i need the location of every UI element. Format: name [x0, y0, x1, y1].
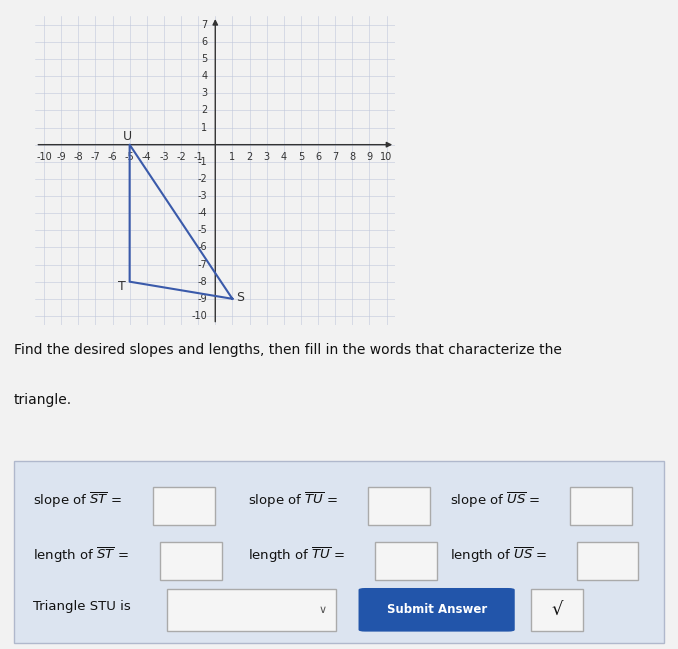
Text: 3: 3 [264, 153, 270, 162]
Text: -10: -10 [192, 311, 207, 321]
Text: length of $\overline{ST}$ =: length of $\overline{ST}$ = [33, 546, 129, 565]
Text: length of $\overline{TU}$ =: length of $\overline{TU}$ = [248, 546, 345, 565]
Text: length of $\overline{US}$ =: length of $\overline{US}$ = [450, 546, 547, 565]
Text: Submit Answer: Submit Answer [386, 604, 487, 617]
FancyBboxPatch shape [160, 542, 222, 580]
Text: 2: 2 [246, 153, 253, 162]
Text: -2: -2 [176, 153, 186, 162]
FancyBboxPatch shape [14, 461, 664, 643]
Text: -3: -3 [159, 153, 169, 162]
Text: -6: -6 [108, 153, 117, 162]
Text: -4: -4 [142, 153, 152, 162]
Text: -9: -9 [56, 153, 66, 162]
Text: S: S [236, 291, 244, 304]
FancyBboxPatch shape [531, 589, 583, 631]
FancyBboxPatch shape [153, 487, 216, 525]
Text: ∨: ∨ [319, 605, 327, 615]
Text: -2: -2 [198, 174, 207, 184]
Text: -9: -9 [198, 294, 207, 304]
FancyBboxPatch shape [359, 588, 515, 631]
Text: -6: -6 [198, 243, 207, 252]
Text: 6: 6 [201, 37, 207, 47]
Text: -1: -1 [198, 157, 207, 167]
Text: triangle.: triangle. [14, 393, 72, 407]
Text: U: U [123, 130, 132, 143]
Text: 1: 1 [201, 123, 207, 132]
Text: T: T [118, 280, 125, 293]
Text: -7: -7 [90, 153, 100, 162]
Text: 4: 4 [201, 71, 207, 81]
Text: -5: -5 [125, 153, 134, 162]
Text: 9: 9 [366, 153, 372, 162]
Text: Triangle STU is: Triangle STU is [33, 600, 131, 613]
Text: 3: 3 [201, 88, 207, 98]
FancyBboxPatch shape [576, 542, 639, 580]
Text: 7: 7 [332, 153, 338, 162]
Text: -4: -4 [198, 208, 207, 218]
Text: 1: 1 [229, 153, 235, 162]
Text: slope of $\overline{US}$ =: slope of $\overline{US}$ = [450, 491, 540, 510]
Text: Find the desired slopes and lengths, then fill in the words that characterize th: Find the desired slopes and lengths, the… [14, 343, 561, 358]
Text: -5: -5 [198, 225, 207, 236]
Text: 2: 2 [201, 105, 207, 116]
FancyBboxPatch shape [375, 542, 437, 580]
Text: slope of $\overline{ST}$ =: slope of $\overline{ST}$ = [33, 491, 122, 510]
Text: 6: 6 [315, 153, 321, 162]
Text: slope of $\overline{TU}$ =: slope of $\overline{TU}$ = [248, 491, 338, 510]
Text: 8: 8 [349, 153, 355, 162]
Text: √: √ [551, 601, 563, 618]
FancyBboxPatch shape [570, 487, 632, 525]
Text: -1: -1 [193, 153, 203, 162]
Text: -3: -3 [198, 191, 207, 201]
Text: 10: 10 [380, 153, 393, 162]
Text: 5: 5 [298, 153, 304, 162]
FancyBboxPatch shape [368, 487, 430, 525]
Text: -8: -8 [198, 276, 207, 287]
FancyBboxPatch shape [167, 589, 336, 631]
Text: 5: 5 [201, 54, 207, 64]
Text: -7: -7 [198, 260, 207, 269]
Text: 4: 4 [281, 153, 287, 162]
Text: 7: 7 [201, 19, 207, 30]
Text: -10: -10 [36, 153, 52, 162]
Text: -8: -8 [73, 153, 83, 162]
